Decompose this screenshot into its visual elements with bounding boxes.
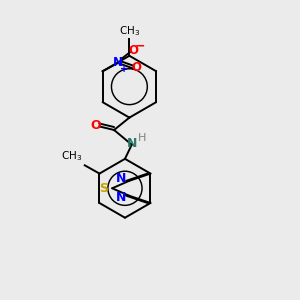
Text: N: N — [113, 56, 123, 69]
Text: O: O — [128, 44, 139, 56]
Text: +: + — [120, 64, 128, 74]
Text: CH$_3$: CH$_3$ — [119, 24, 140, 38]
Text: S: S — [99, 182, 108, 195]
Text: CH$_3$: CH$_3$ — [61, 149, 82, 163]
Text: N: N — [127, 137, 137, 150]
Text: N: N — [116, 172, 127, 185]
Text: H: H — [138, 133, 146, 143]
Text: O: O — [132, 61, 142, 74]
Text: O: O — [91, 119, 101, 132]
Text: N: N — [116, 191, 127, 205]
Text: −: − — [135, 39, 145, 52]
